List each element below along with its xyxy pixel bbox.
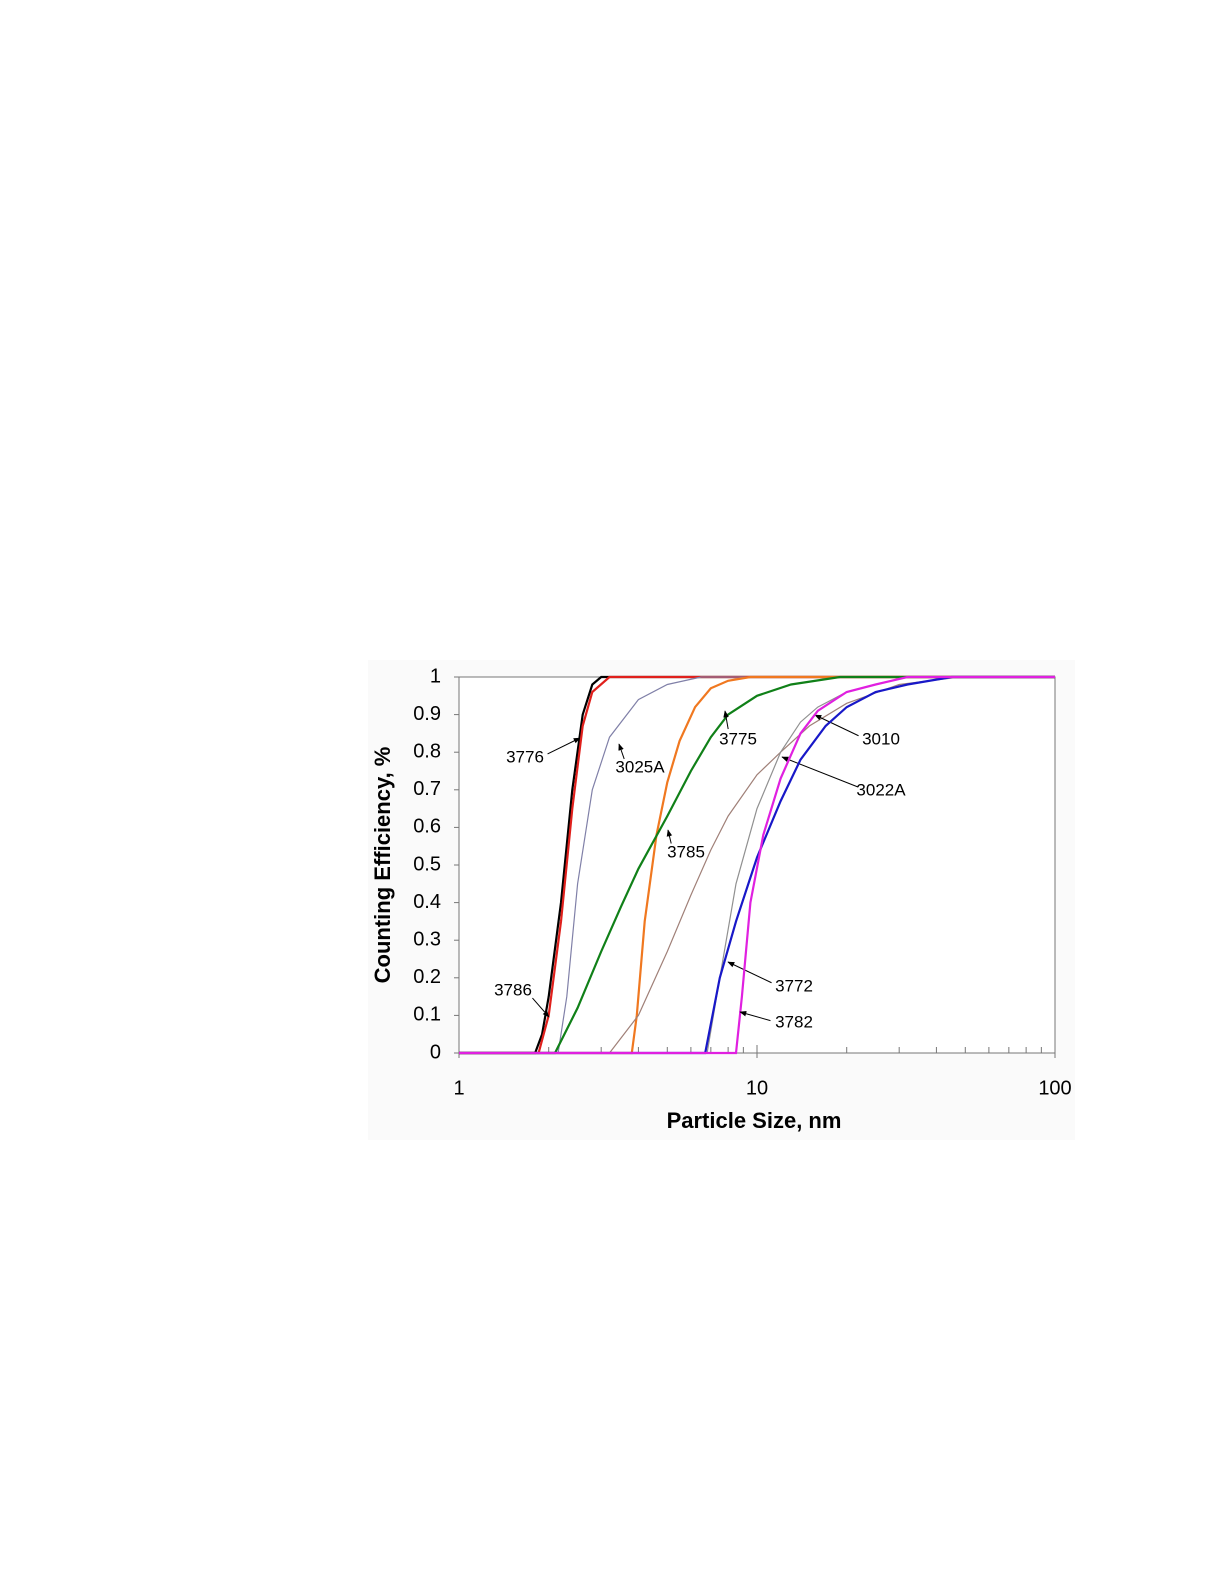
- series-label: 3786: [494, 980, 532, 999]
- y-tick-label: 1: [430, 665, 441, 687]
- series-line: [459, 675, 1055, 1055]
- series-line: [459, 675, 1055, 1055]
- annotation-arrow: [739, 1011, 771, 1022]
- series-label: 3010: [862, 729, 900, 748]
- y-tick-label: 0.7: [413, 778, 441, 800]
- series-line: [459, 675, 1055, 1055]
- y-tick-label: 0.5: [413, 853, 441, 875]
- series-label: 3775: [719, 729, 757, 748]
- series-line: [459, 675, 1055, 1055]
- series-label: 3776: [506, 747, 544, 766]
- series-label: 3772: [775, 976, 813, 995]
- series-label: 3785: [667, 842, 705, 861]
- y-tick-label: 0: [430, 1041, 441, 1063]
- annotation-arrow: [547, 737, 581, 755]
- series-line: [459, 675, 1055, 1055]
- annotation-arrow: [781, 756, 859, 788]
- x-tick-label: 100: [1038, 1077, 1071, 1099]
- y-tick-label: 0.9: [413, 703, 441, 725]
- x-tick-label: 1: [453, 1077, 464, 1099]
- y-tick-label: 0.1: [413, 1004, 441, 1026]
- y-tick-label: 0.6: [413, 816, 441, 838]
- annotation-arrow: [618, 743, 625, 760]
- x-tick-label: 10: [746, 1077, 768, 1099]
- annotation-arrow: [723, 710, 729, 730]
- annotation-arrow: [814, 714, 859, 737]
- series-label: 3025A: [615, 757, 665, 776]
- annotation-arrow: [727, 961, 772, 984]
- x-axis-label: Particle Size, nm: [667, 1108, 842, 1133]
- y-tick-label: 0.3: [413, 928, 441, 950]
- series-line: [459, 676, 1055, 1054]
- series-label: 3782: [775, 1012, 813, 1031]
- series-line: [459, 675, 1055, 1055]
- y-tick-label: 0.8: [413, 740, 441, 762]
- annotation-arrow: [532, 997, 550, 1018]
- series-label: 3022A: [856, 780, 906, 799]
- annotation-arrow: [666, 829, 673, 844]
- y-axis-label: Counting Efficiency, %: [370, 747, 395, 984]
- y-tick-label: 0.2: [413, 966, 441, 988]
- y-tick-label: 0.4: [413, 891, 441, 913]
